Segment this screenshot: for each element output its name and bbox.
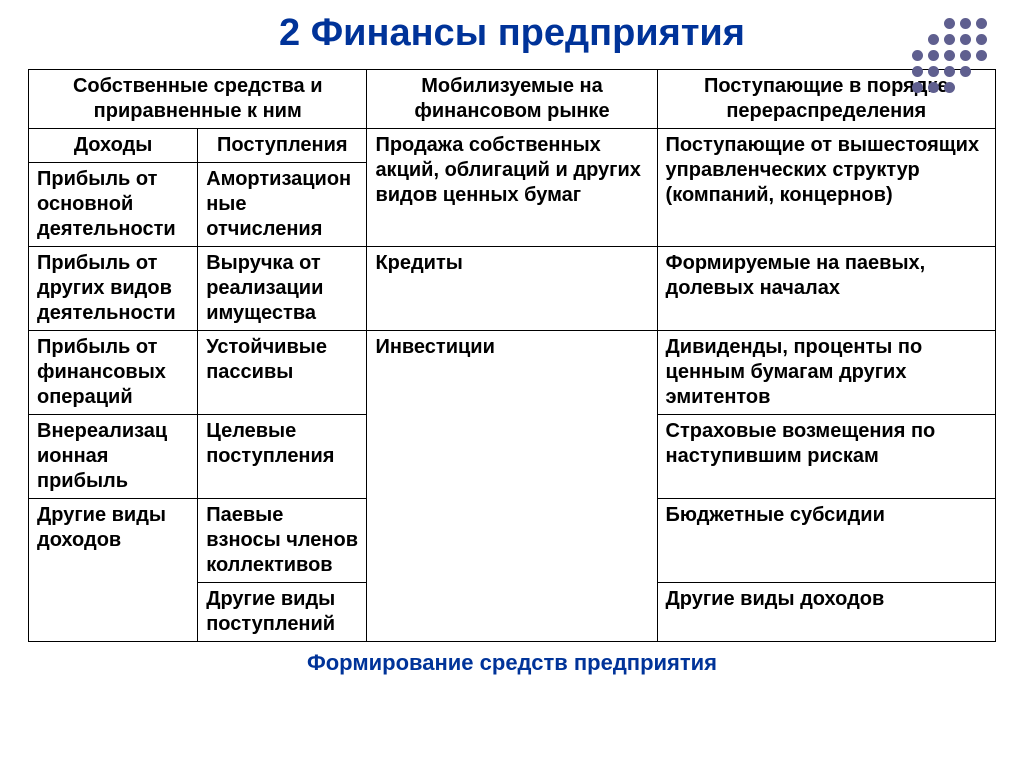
slide-caption: Формирование средств предприятия	[28, 650, 996, 676]
hdr-own: Собственные средства и приравненные к ни…	[29, 70, 367, 129]
decor-dot	[928, 50, 939, 61]
decor-dot	[928, 82, 939, 93]
decor-dot	[928, 18, 939, 29]
cell-receipts-1: Выручка от реализации имущества	[198, 247, 367, 331]
decor-dot	[912, 34, 923, 45]
cell-redist-1: Формируемые на паевых, долевых началах	[657, 247, 995, 331]
cell-receipts-4: Паевые взносы членов коллективов	[198, 499, 367, 583]
decor-dot	[976, 82, 987, 93]
finance-table: Собственные средства и приравненные к ни…	[28, 69, 996, 642]
cell-income-3: Внереализац ионная прибыль	[29, 415, 198, 499]
decor-dot	[944, 66, 955, 77]
decor-dot	[976, 18, 987, 29]
decor-dot	[944, 82, 955, 93]
decor-dot	[976, 34, 987, 45]
cell-receipts-2: Устойчивые пассивы	[198, 331, 367, 415]
decor-dot	[944, 18, 955, 29]
cell-market-1: Кредиты	[367, 247, 657, 331]
cell-redist-0: Поступающие от вышестоящих управленчески…	[657, 129, 995, 247]
hdr-income: Доходы	[29, 129, 198, 163]
hdr-receipts: Поступления	[198, 129, 367, 163]
decor-dot	[976, 66, 987, 77]
cell-market-2: Инвестиции	[367, 331, 657, 642]
cell-redist-2: Дивиденды, проценты по ценным бумагам др…	[657, 331, 995, 415]
cell-income-0: Прибыль от основной деятельности	[29, 163, 198, 247]
decor-dot	[960, 34, 971, 45]
cell-income-4: Другие виды доходов	[29, 499, 198, 642]
cell-redist-5: Другие виды доходов	[657, 583, 995, 642]
decor-dot	[944, 50, 955, 61]
decor-dot	[928, 66, 939, 77]
decor-dot	[960, 18, 971, 29]
cell-income-1: Прибыль от других видов деятельности	[29, 247, 198, 331]
decor-dot	[960, 50, 971, 61]
cell-redist-3: Страховые возмещения по наступившим риск…	[657, 415, 995, 499]
cell-receipts-3: Целевые поступления	[198, 415, 367, 499]
decor-dot	[944, 34, 955, 45]
decor-dot	[976, 50, 987, 61]
decor-dot	[912, 50, 923, 61]
decor-dot	[960, 66, 971, 77]
cell-receipts-0: Амортизацион ные отчисления	[198, 163, 367, 247]
cell-redist-4: Бюджетные субсидии	[657, 499, 995, 583]
decor-dot	[912, 66, 923, 77]
cell-market-0: Продажа собственных акций, облигаций и д…	[367, 129, 657, 247]
decor-dot-grid	[912, 18, 990, 96]
slide-title: 2 Финансы предприятия	[28, 12, 996, 55]
hdr-market: Мобилизуемые на финансовом рынке	[367, 70, 657, 129]
cell-income-2: Прибыль от финансовых операций	[29, 331, 198, 415]
decor-dot	[960, 82, 971, 93]
decor-dot	[928, 34, 939, 45]
decor-dot	[912, 82, 923, 93]
decor-dot	[912, 18, 923, 29]
cell-receipts-5: Другие виды поступлений	[198, 583, 367, 642]
